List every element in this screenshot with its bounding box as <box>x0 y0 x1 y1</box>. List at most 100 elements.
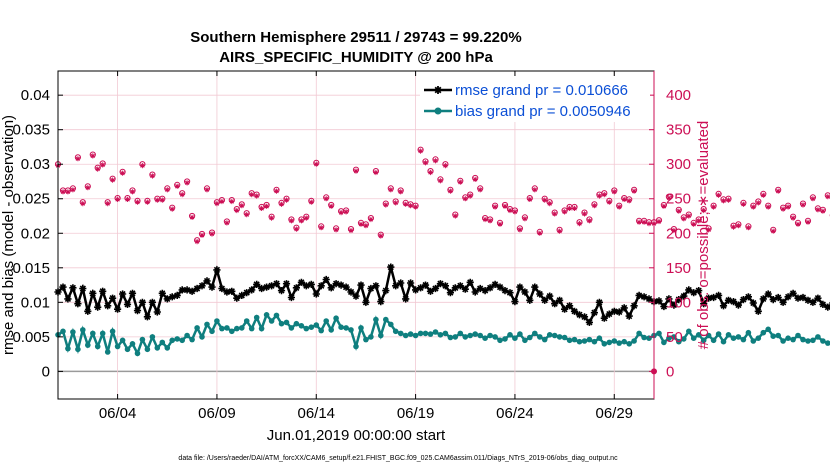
bias-point <box>790 336 796 343</box>
bias-point <box>551 332 558 339</box>
x-axis-label: Jun.01,2019 00:00:00 start <box>267 427 446 444</box>
rmse-point <box>769 296 777 304</box>
obs-evaluated-point <box>189 214 195 220</box>
bias-point <box>243 318 250 324</box>
y-right-tick-label: 200 <box>666 225 691 242</box>
rmse-point <box>690 289 698 297</box>
bias-point <box>571 336 578 343</box>
x-tick-label: 06/14 <box>297 405 335 422</box>
rmse-point <box>347 288 355 296</box>
rmse-point <box>79 284 87 293</box>
obs-evaluated-point <box>427 169 434 176</box>
obs-evaluated-point <box>815 207 821 213</box>
rmse-point <box>784 293 792 301</box>
obs-evaluated-point <box>343 209 349 215</box>
obs-evaluated-point <box>442 163 448 169</box>
bias-point <box>268 318 275 324</box>
rmse-point <box>322 275 330 284</box>
bias-point <box>666 335 672 342</box>
rmse-point <box>570 307 579 315</box>
obs-evaluated-point <box>323 196 329 202</box>
rmse-point <box>362 298 370 306</box>
rmse-point <box>248 286 256 294</box>
rmse-point <box>233 294 241 302</box>
obs-evaluated-point <box>169 206 175 212</box>
series-rmse <box>54 263 830 326</box>
bias-point <box>820 338 826 344</box>
obs-evaluated-point <box>795 221 801 227</box>
bias-point <box>740 336 747 343</box>
rmse-point <box>471 288 479 296</box>
obs-evaluated-point <box>219 198 225 205</box>
rmse-point <box>451 284 459 292</box>
obs-evaluated-point <box>303 215 309 221</box>
obs-evaluated-point <box>646 221 652 227</box>
rmse-point <box>268 282 276 290</box>
rmse-point <box>799 293 807 302</box>
bias-point <box>621 338 627 345</box>
bias-point <box>815 334 821 340</box>
y-left-tick-label: 0.025 <box>12 191 50 208</box>
obs-evaluated-point <box>144 199 150 205</box>
rmse-point <box>546 292 554 300</box>
rmse-point <box>253 280 261 288</box>
legend-rmse-marker <box>434 86 442 94</box>
rmse-point <box>446 289 454 297</box>
x-tick-label: 06/24 <box>496 405 534 422</box>
obs-evaluated-point <box>725 197 732 203</box>
rmse-point <box>272 280 281 288</box>
obs-evaluated-point <box>701 207 707 214</box>
bias-point <box>715 331 722 337</box>
series-layer <box>54 146 830 375</box>
y-axis-left-label: rmse and bias (model - observation) <box>0 115 17 355</box>
obs-evaluated-point <box>229 198 235 205</box>
bias-point <box>263 312 270 318</box>
obs-evaluated-point <box>288 218 294 224</box>
rmse-point <box>367 284 375 293</box>
bias-point <box>467 332 474 339</box>
obs-evaluated-point <box>586 218 592 224</box>
bias-point <box>427 331 434 337</box>
obs-evaluated-point <box>214 201 220 207</box>
obs-evaluated-point <box>671 227 677 234</box>
bias-point <box>775 332 781 339</box>
rmse-point <box>168 293 176 301</box>
bias-point <box>65 345 71 352</box>
rmse-point <box>456 282 464 290</box>
rmse-point <box>357 281 365 289</box>
bias-point <box>770 333 776 340</box>
y-left-tick-label: 0.005 <box>12 329 50 346</box>
obs-evaluated-point <box>596 193 602 199</box>
obs-evaluated-point <box>90 153 96 159</box>
bias-point <box>333 315 339 322</box>
rmse-point <box>173 291 181 299</box>
rmse-point <box>516 283 524 291</box>
obs-evaluated-point <box>601 192 607 198</box>
bias-point <box>85 342 91 348</box>
bias-point <box>686 328 692 335</box>
obs-evaluated-point <box>735 223 741 229</box>
rmse-point <box>620 304 628 312</box>
obs-evaluated-point <box>661 203 667 209</box>
obs-evaluated-point <box>308 199 314 205</box>
obs-evaluated-point <box>174 183 180 189</box>
bias-point <box>472 331 479 337</box>
obs-evaluated-point <box>333 227 339 233</box>
bias-point <box>566 337 573 344</box>
obs-evaluated-point <box>85 185 91 191</box>
bias-point <box>412 332 419 339</box>
obs-evaluated-point <box>269 215 275 221</box>
rmse-point <box>441 282 449 290</box>
y-left-tick-label: 0.02 <box>21 225 50 242</box>
obs-evaluated-point <box>492 204 498 210</box>
bias-point <box>636 330 642 337</box>
obs-evaluated-point <box>820 208 826 214</box>
grid <box>58 71 654 399</box>
obs-evaluated-point <box>134 199 141 205</box>
bias-point <box>591 338 598 345</box>
obs-evaluated-point <box>775 188 781 194</box>
bias-point <box>690 335 697 342</box>
y-left-tick-label: 0.03 <box>21 156 50 173</box>
bias-point <box>556 334 563 340</box>
rmse-point <box>59 283 67 291</box>
